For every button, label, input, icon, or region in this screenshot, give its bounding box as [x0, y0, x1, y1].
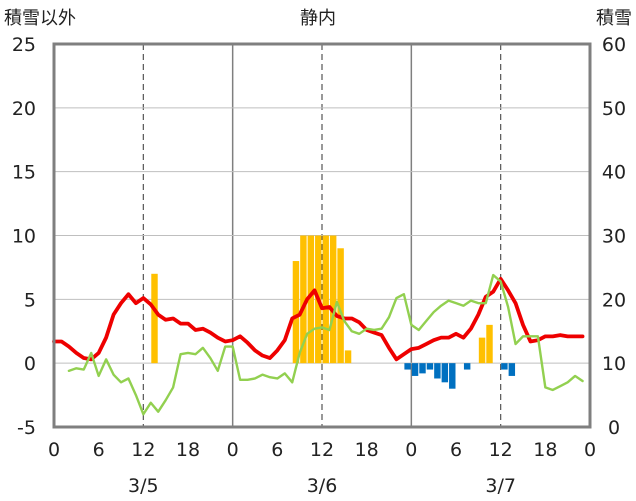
orange-bar [322, 235, 329, 364]
plot-frame [52, 42, 592, 429]
hour-tick-label: 6 [93, 439, 105, 461]
hour-tick-label: 18 [176, 439, 200, 461]
right-tick-label: 20 [602, 289, 626, 311]
blue-bar [501, 363, 508, 370]
orange-bar [300, 235, 307, 364]
left-tick-label: -5 [17, 417, 36, 439]
blue-bar [508, 363, 516, 376]
left-tick-label: 20 [12, 98, 36, 120]
right-tick-label: 50 [602, 98, 626, 120]
x-axis-date-labels: 3/5 3/6 3/7 [128, 475, 516, 497]
hour-tick-label: 0 [405, 439, 417, 461]
right-axis-ticks: 60 50 40 30 20 10 0 [602, 34, 626, 439]
hour-tick-label: 12 [131, 439, 155, 461]
hour-tick-label: 6 [450, 439, 462, 461]
hour-tick-label: 12 [489, 439, 513, 461]
bars [151, 235, 516, 389]
hour-tick-label: 18 [355, 439, 379, 461]
right-axis-label: 積雪 [596, 8, 632, 29]
blue-bar [404, 363, 411, 370]
blue-bar [411, 363, 419, 376]
blue-bar [426, 363, 434, 370]
date-label: 3/7 [485, 475, 516, 497]
red-series-line [52, 277, 585, 362]
hour-tick-label: 0 [227, 439, 239, 461]
blue-bar [419, 363, 426, 374]
orange-bar [344, 350, 352, 364]
left-tick-label: 15 [12, 162, 36, 184]
orange-bar [151, 273, 158, 364]
hour-tick-label: 0 [48, 439, 60, 461]
orange-bar [292, 261, 300, 364]
right-tick-label: 10 [602, 353, 626, 375]
orange-bar [307, 235, 315, 364]
left-axis-label: 積雪以外 [4, 8, 76, 29]
hour-tick-label: 12 [310, 439, 334, 461]
blue-bar [441, 363, 449, 383]
left-tick-label: 5 [24, 289, 36, 311]
blue-bar [449, 363, 456, 389]
right-tick-label: 0 [608, 417, 620, 439]
left-axis-ticks: 25 20 15 10 5 0 -5 [12, 34, 36, 439]
hour-tick-label: 0 [584, 439, 596, 461]
blue-bar [463, 363, 471, 370]
right-tick-label: 40 [602, 162, 626, 184]
orange-bar [478, 337, 486, 364]
orange-bar [329, 235, 337, 364]
left-tick-label: 10 [12, 226, 36, 248]
green-series-line [67, 273, 584, 416]
right-tick-label: 60 [602, 34, 626, 56]
orange-bar [337, 248, 344, 364]
x-axis-hour-ticks: 0 6 12 18 0 6 12 18 0 6 12 18 0 [48, 439, 596, 461]
orange-bar [486, 324, 493, 364]
left-tick-label: 25 [12, 34, 36, 56]
hour-tick-label: 6 [271, 439, 283, 461]
right-tick-label: 30 [602, 226, 626, 248]
chart-title: 静内 [300, 8, 336, 29]
left-tick-label: 0 [24, 353, 36, 375]
hour-tick-label: 18 [533, 439, 557, 461]
blue-bar [434, 363, 441, 379]
date-label: 3/6 [307, 475, 338, 497]
date-label: 3/5 [128, 475, 159, 497]
